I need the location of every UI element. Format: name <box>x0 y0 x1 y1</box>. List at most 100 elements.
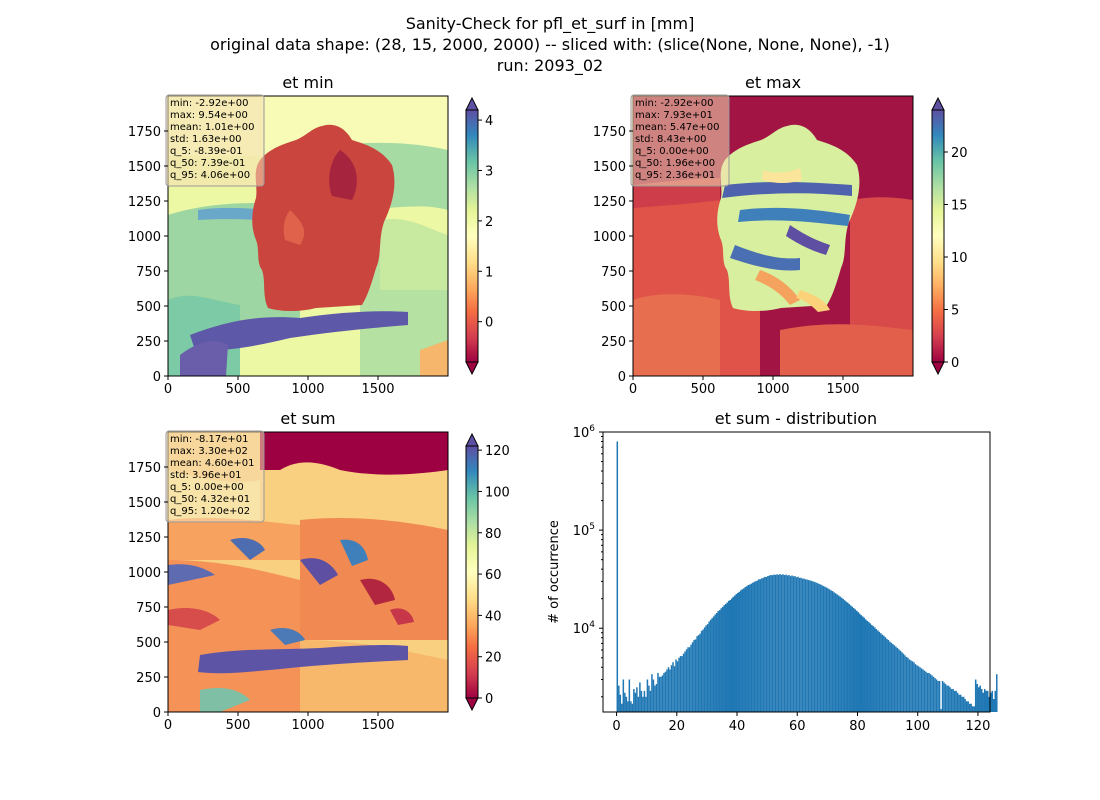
y-tick-label: 106 <box>573 424 596 441</box>
histogram-bar <box>797 576 799 712</box>
histogram-bar <box>866 620 869 712</box>
colorbar-tick-label: 0 <box>485 692 493 707</box>
histogram-bar <box>869 623 872 712</box>
y-tick-label: 750 <box>136 601 161 616</box>
histogram-bar <box>749 584 751 712</box>
stats-line: mean: 1.01e+00 <box>170 122 254 133</box>
histogram-bar <box>887 639 890 712</box>
histogram-bar <box>627 701 629 712</box>
histogram-bar <box>726 602 728 712</box>
histogram-bar <box>893 645 896 712</box>
histogram-bar <box>621 703 623 712</box>
histogram-bar <box>774 574 777 712</box>
histogram-bar <box>732 596 735 712</box>
y-tick-label: 1250 <box>593 195 626 210</box>
histogram-bar <box>681 656 683 712</box>
figure-title-line-1: Sanity-Check for pfl_et_surf in [mm] <box>405 14 695 33</box>
histogram-bar <box>756 580 759 712</box>
histogram-bar <box>970 703 972 712</box>
histogram-bar <box>886 638 888 712</box>
histogram-bar <box>777 574 780 712</box>
histogram-bar <box>724 603 727 712</box>
histogram-bar <box>625 696 628 712</box>
stats-line: mean: 5.47e+00 <box>635 122 719 133</box>
x-tick-label: 500 <box>691 382 716 397</box>
histogram-bar <box>851 606 853 712</box>
x-tick-label: 500 <box>226 718 251 733</box>
stats-line: mean: 4.60e+01 <box>170 458 254 469</box>
histogram-bar <box>678 657 680 712</box>
histogram-bar <box>949 687 951 712</box>
axis-ticks: 0 500 1000 1500 0 250 500 750 1000 1250 1500 1750 <box>593 125 860 397</box>
colorbar-tick-label: 10 <box>951 251 968 266</box>
stats-box: min: -8.17e+01 max: 3.30e+02 mean: 4.60e… <box>165 430 265 523</box>
y-tick-label: 250 <box>136 335 161 350</box>
histogram-bar <box>877 630 879 712</box>
panel-title: et sum <box>280 409 335 428</box>
colorbar-ticks: 0 5 10 15 20 <box>944 146 968 371</box>
histogram-bar <box>946 685 948 712</box>
y-tick-label: 250 <box>601 335 626 350</box>
x-tick-label: 0 <box>164 718 172 733</box>
histogram-bar <box>908 659 911 712</box>
histogram-bar <box>684 651 686 712</box>
histogram-bar <box>785 574 787 712</box>
stats-line: q_95: 2.36e+01 <box>635 170 715 181</box>
histogram-bar <box>967 701 969 712</box>
histogram-bar <box>813 581 816 712</box>
histogram-bar <box>994 690 997 712</box>
histogram-bar <box>822 586 825 712</box>
histogram-bar <box>875 629 878 712</box>
y-tick-label: 500 <box>136 636 161 651</box>
histogram-bar <box>929 674 932 712</box>
histogram-bar <box>746 586 748 712</box>
histogram-bar <box>923 670 926 712</box>
histogram-bar <box>682 653 685 712</box>
x-tick-label: 0 <box>612 719 620 734</box>
stats-line: q_5: -8.39e-01 <box>170 146 243 157</box>
y-tick-label: 0 <box>618 370 626 385</box>
histogram-bar <box>783 575 786 712</box>
histogram-bar <box>708 621 710 712</box>
histogram-bar <box>700 630 703 712</box>
histogram-bar <box>819 584 822 712</box>
panel-et-sum: et sum min: -8.17e+01 max: 3.30e+02 <box>128 409 510 733</box>
y-tick-label: 250 <box>136 671 161 686</box>
histogram-bar <box>940 709 942 712</box>
histogram-bar <box>810 580 813 712</box>
histogram-bar <box>961 696 963 712</box>
x-tick-label: 0 <box>164 382 172 397</box>
histogram-bar <box>971 706 974 712</box>
colorbar-tick-label: 5 <box>951 304 959 319</box>
colorbar: 0 20 40 60 80 100 120 <box>465 432 510 712</box>
histogram-bar <box>858 613 861 712</box>
histogram-bar <box>679 656 682 712</box>
histogram-bar <box>800 577 802 712</box>
stats-line: std: 3.96e+01 <box>170 470 242 481</box>
y-tick-label: 1000 <box>128 230 161 245</box>
histogram-bar <box>798 577 801 712</box>
histogram-bar <box>953 690 956 712</box>
histogram-bar <box>767 575 769 712</box>
histogram-bar <box>878 631 881 712</box>
histogram-bar <box>795 577 798 712</box>
histogram-bar <box>664 671 667 712</box>
histogram-bar <box>697 635 700 712</box>
histogram-bar <box>916 665 918 712</box>
histogram-bar <box>622 679 625 712</box>
histogram-bar <box>703 627 706 712</box>
x-tick-label: 1500 <box>361 382 394 397</box>
y-tick-label: 1500 <box>128 160 161 175</box>
histogram-bar <box>899 650 902 712</box>
histogram-bar <box>640 690 643 712</box>
colorbar-tick-label: 40 <box>485 609 502 624</box>
panel-et-sum-distribution: et sum - distribution 0 20 40 60 80 100 120 10… <box>547 409 998 734</box>
histogram-bar <box>765 576 768 712</box>
histogram-bar <box>658 676 661 712</box>
histogram-bar <box>895 646 897 712</box>
histogram-bar <box>688 647 691 712</box>
histogram-bar <box>993 698 995 712</box>
histogram-bar <box>636 687 638 712</box>
histogram-bar <box>818 583 820 712</box>
histogram-bar <box>983 689 986 712</box>
